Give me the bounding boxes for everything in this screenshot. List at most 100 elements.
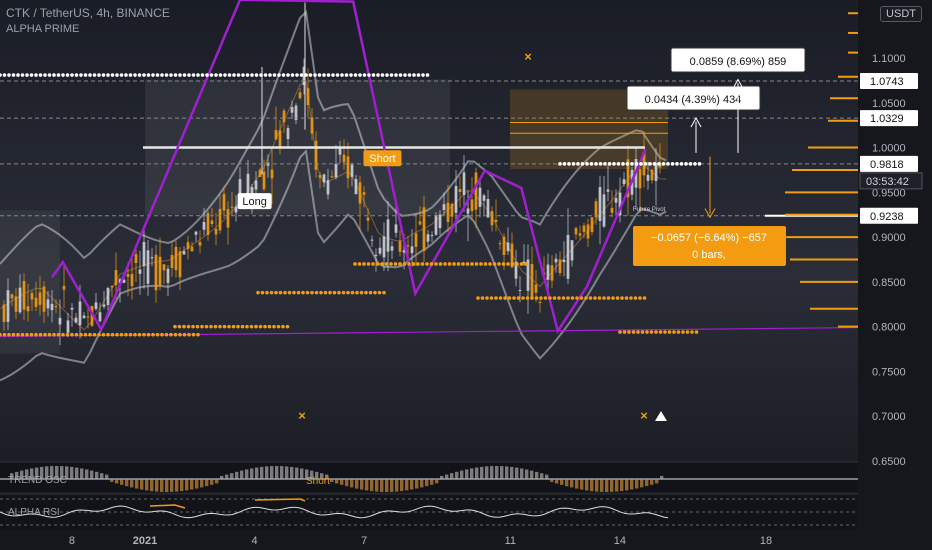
candle-body xyxy=(262,171,266,190)
white-dot xyxy=(371,73,376,77)
orange-dot xyxy=(645,330,649,334)
candle-body xyxy=(198,241,202,246)
candle-body xyxy=(654,163,658,181)
orange-dot xyxy=(195,324,200,329)
orange-dot xyxy=(267,324,272,329)
candle-body xyxy=(270,169,274,179)
white-dot xyxy=(567,162,571,166)
osc-bar xyxy=(310,470,314,479)
orange-dot xyxy=(640,330,645,334)
candle-body xyxy=(194,231,198,235)
orange-dot xyxy=(654,330,658,334)
osc-bar xyxy=(455,471,459,479)
orange-dot xyxy=(474,262,479,266)
osc-bar xyxy=(510,466,514,479)
orange-dot xyxy=(236,324,240,329)
osc-bar xyxy=(70,466,74,479)
orange-dot xyxy=(681,330,685,334)
orange-dot xyxy=(332,290,337,295)
orange-dot xyxy=(685,330,690,334)
candle-body xyxy=(402,250,406,253)
orange-dot xyxy=(128,332,133,337)
orange-dot xyxy=(521,296,525,300)
orange-dot xyxy=(530,296,534,300)
white-dot xyxy=(43,73,47,77)
candle-body xyxy=(546,264,550,280)
candle-body xyxy=(386,219,390,252)
orange-dot xyxy=(429,262,434,266)
white-dot xyxy=(335,73,340,77)
orange-dot xyxy=(25,332,29,337)
white-dot xyxy=(648,162,652,166)
orange-dot xyxy=(566,296,570,300)
candle-body xyxy=(30,293,34,300)
osc-bar xyxy=(660,475,664,479)
orange-dot xyxy=(314,290,319,295)
orange-dot xyxy=(658,330,663,334)
x-tick-label: 8 xyxy=(69,535,75,547)
orange-dot xyxy=(389,262,393,266)
osc-bar xyxy=(625,479,629,491)
white-dot xyxy=(616,162,621,166)
orange-dot xyxy=(310,290,314,295)
orange-dot xyxy=(602,296,606,300)
orange-dot xyxy=(231,324,236,329)
candle-body xyxy=(618,192,622,216)
white-dot xyxy=(29,73,34,77)
candle-body xyxy=(442,204,446,210)
osc-bar xyxy=(30,468,34,479)
white-dot xyxy=(652,162,657,166)
candle-body xyxy=(410,246,414,254)
orange-dot xyxy=(570,296,575,300)
orange-dot xyxy=(155,332,160,337)
orange-dot xyxy=(353,262,357,266)
orange-dot xyxy=(375,262,380,266)
orange-dot xyxy=(359,290,364,295)
osc-bar xyxy=(560,479,564,485)
orange-dot xyxy=(61,332,65,337)
osc-bar xyxy=(615,479,619,492)
osc-bar xyxy=(565,479,569,487)
rsi-marker xyxy=(254,498,306,502)
orange-dot xyxy=(0,332,2,337)
currency-button[interactable]: USDT xyxy=(880,6,922,22)
candle-body xyxy=(102,304,106,307)
white-dot xyxy=(286,73,290,77)
osc-bar xyxy=(655,479,659,484)
white-dot xyxy=(684,162,688,166)
osc-bar xyxy=(105,474,109,479)
osc-bar xyxy=(185,479,189,491)
candle-body xyxy=(6,290,10,322)
y-tick-label: 0.8000 xyxy=(872,322,906,334)
candle-body xyxy=(82,315,86,319)
candle-body xyxy=(626,159,630,198)
osc-bar xyxy=(35,467,39,479)
orange-dot xyxy=(411,262,416,266)
white-dot xyxy=(407,73,412,77)
orange-dot xyxy=(539,296,543,300)
candle-body xyxy=(178,251,182,278)
candle-body xyxy=(130,273,134,287)
osc-bar xyxy=(270,466,274,479)
white-dot xyxy=(589,162,594,166)
orange-dot xyxy=(402,262,407,266)
orange-dot xyxy=(501,262,506,266)
orange-dot xyxy=(611,296,615,300)
orange-dot xyxy=(20,332,25,337)
osc-bar xyxy=(395,479,399,492)
orange-dot xyxy=(209,324,213,329)
candle-body xyxy=(382,236,386,258)
osc-bar xyxy=(555,479,559,484)
candle-body xyxy=(610,207,614,213)
candle-body xyxy=(218,208,222,231)
osc-bar xyxy=(530,470,534,479)
cross-marker: × xyxy=(524,49,532,64)
orange-dot xyxy=(350,290,355,295)
white-dot xyxy=(101,73,106,77)
orange-dot xyxy=(525,296,530,300)
candle-body xyxy=(142,242,146,267)
white-dot xyxy=(263,73,268,77)
candle-body xyxy=(174,246,178,271)
orange-dot xyxy=(633,296,638,300)
